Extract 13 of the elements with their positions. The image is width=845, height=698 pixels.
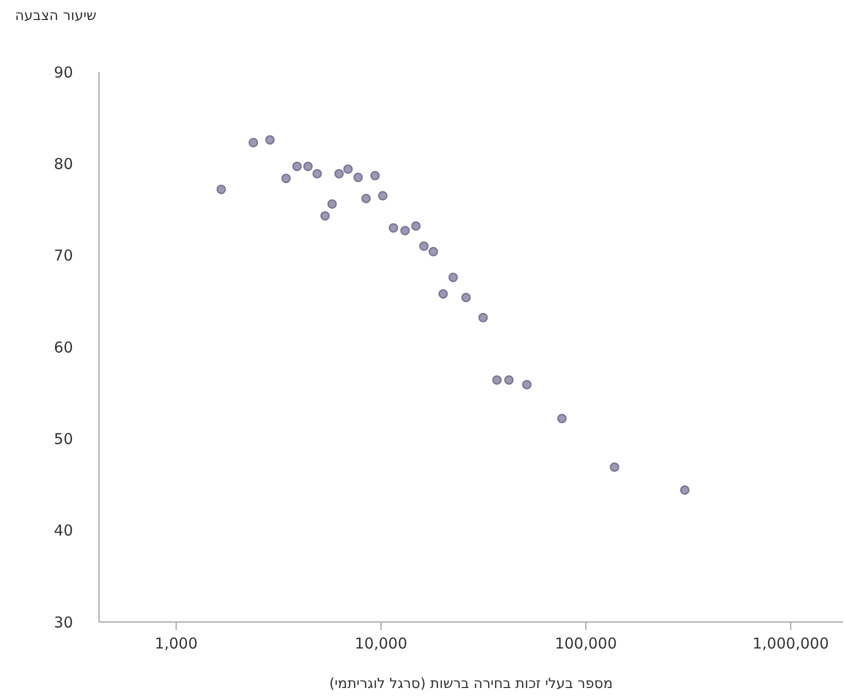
y-tick-label: 40 [54, 522, 73, 540]
x-tick-label: 1,000 [154, 634, 198, 653]
y-tick-label: 30 [54, 613, 73, 632]
x-tick-label: 10,000 [354, 634, 408, 653]
x-tick-label: 100,000 [554, 634, 617, 653]
y-tick-label: 80 [54, 154, 73, 173]
y-axis-title: שיעור הצבעה [15, 8, 96, 24]
y-tick-label: 90 [54, 63, 73, 82]
y-tick-label: 70 [54, 246, 73, 265]
x-axis-title: מספר בעלי זכות בחירה ברשות (סרגל לוגריתמי) [328, 676, 614, 692]
x-tick-label: 1,000,000 [752, 634, 829, 653]
y-tick-label: 60 [54, 338, 73, 356]
y-tick-label: 50 [54, 430, 73, 448]
